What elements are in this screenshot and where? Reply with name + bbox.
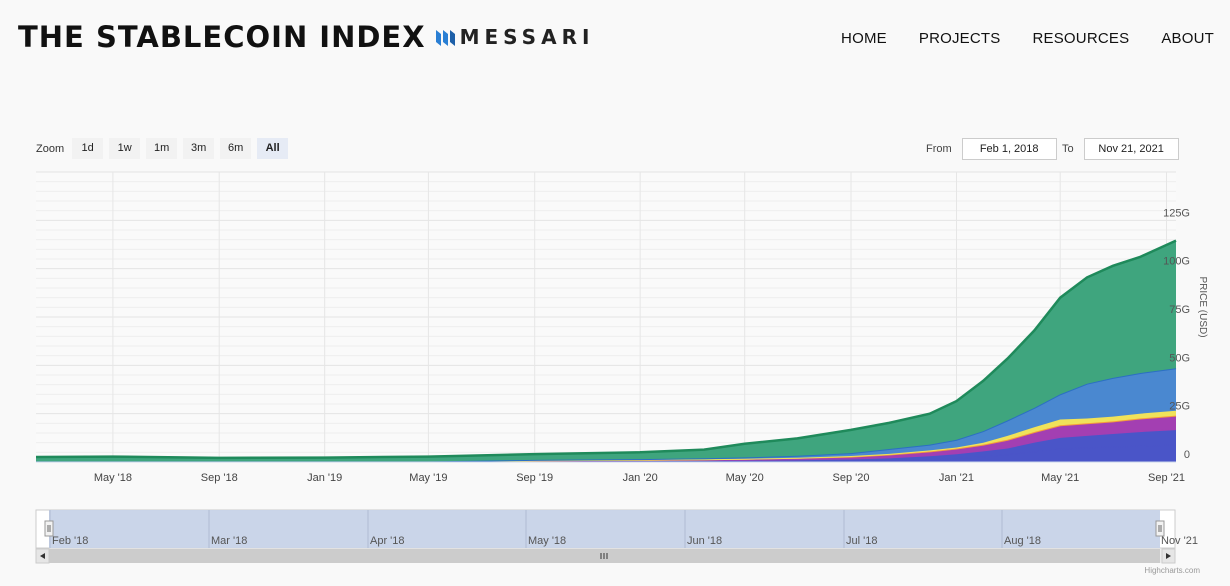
x-tick-label: May '18 bbox=[94, 472, 132, 484]
brand[interactable]: THE STABLECOIN INDEX MESSARI bbox=[18, 20, 594, 54]
main-nav: HOME PROJECTS RESOURCES ABOUT bbox=[809, 30, 1214, 47]
to-date-input[interactable] bbox=[1083, 138, 1179, 160]
x-tick-label: Jan '20 bbox=[623, 472, 658, 484]
site-header: THE STABLECOIN INDEX MESSARI HOME PROJEC… bbox=[0, 0, 1230, 80]
series-area[interactable] bbox=[36, 444, 1176, 462]
zoom-3m-button[interactable]: 3m bbox=[183, 138, 215, 159]
from-label: From bbox=[926, 143, 952, 155]
site-title: THE STABLECOIN INDEX bbox=[18, 20, 426, 54]
zoom-all-button[interactable]: All bbox=[257, 138, 289, 159]
range-from: From bbox=[926, 138, 1057, 160]
x-tick-label: May '21 bbox=[1041, 472, 1079, 484]
zoom-label: Zoom bbox=[36, 142, 65, 155]
chart-credits[interactable]: Highcharts.com bbox=[1144, 566, 1200, 575]
y-axis-title: PRICE (USD) bbox=[1197, 276, 1208, 337]
zoom-1w-button[interactable]: 1w bbox=[109, 138, 141, 159]
x-tick-label: Sep '19 bbox=[516, 472, 553, 484]
chevron-right-icon bbox=[1166, 553, 1171, 559]
to-label: To bbox=[1062, 143, 1074, 155]
nav-about[interactable]: ABOUT bbox=[1161, 30, 1214, 47]
navigator-tick-label: Apr '18 bbox=[370, 535, 405, 547]
navigator-tick-label: Aug '18 bbox=[1004, 535, 1041, 547]
y-tick-label: 100G bbox=[1163, 256, 1190, 268]
x-tick-label: Jan '21 bbox=[939, 472, 974, 484]
navigator-left-handle[interactable] bbox=[44, 520, 54, 537]
zoom-1m-button[interactable]: 1m bbox=[146, 138, 178, 159]
x-tick-label: May '20 bbox=[726, 472, 764, 484]
zoom-1d-button[interactable]: 1d bbox=[72, 138, 104, 159]
scroll-right-button[interactable] bbox=[1161, 548, 1176, 564]
series-line bbox=[35, 239, 1177, 460]
scroll-left-button[interactable] bbox=[35, 548, 50, 564]
from-date-input[interactable] bbox=[961, 138, 1057, 160]
y-tick-label: 25G bbox=[1169, 401, 1190, 413]
y-tick-label: 75G bbox=[1169, 304, 1190, 316]
chevron-left-icon bbox=[40, 553, 45, 559]
navigator-tick-label: Nov '21 bbox=[1161, 535, 1198, 547]
y-tick-label: 0 bbox=[1184, 449, 1190, 461]
x-tick-label: May '19 bbox=[409, 472, 447, 484]
range-to: To bbox=[1062, 138, 1179, 160]
messari-logo: MESSARI bbox=[435, 25, 595, 49]
zoom-6m-button[interactable]: 6m bbox=[220, 138, 252, 159]
nav-resources[interactable]: RESOURCES bbox=[1032, 30, 1130, 47]
y-tick-label: 50G bbox=[1169, 352, 1190, 364]
navigator-right-handle[interactable] bbox=[1155, 520, 1165, 537]
navigator-tick-label: Mar '18 bbox=[211, 535, 247, 547]
x-tick-label: Sep '18 bbox=[201, 472, 238, 484]
messari-logo-text: MESSARI bbox=[459, 25, 595, 49]
navigator-selection[interactable] bbox=[49, 510, 1160, 548]
navigator-tick-label: Feb '18 bbox=[52, 535, 88, 547]
zoom-selector: Zoom 1d 1w 1m 3m 6m All bbox=[36, 138, 294, 159]
navigator-tick-label: Jun '18 bbox=[687, 535, 722, 547]
nav-home[interactable]: HOME bbox=[841, 30, 887, 47]
navigator-tick-label: Jul '18 bbox=[846, 535, 877, 547]
navigator-tick-label: May '18 bbox=[528, 535, 566, 547]
x-tick-label: Sep '21 bbox=[1148, 472, 1185, 484]
y-tick-label: 125G bbox=[1163, 207, 1190, 219]
nav-projects[interactable]: PROJECTS bbox=[918, 30, 1001, 47]
x-tick-label: Jan '19 bbox=[307, 472, 342, 484]
messari-logo-icon bbox=[435, 30, 455, 46]
x-tick-label: Sep '20 bbox=[833, 472, 870, 484]
